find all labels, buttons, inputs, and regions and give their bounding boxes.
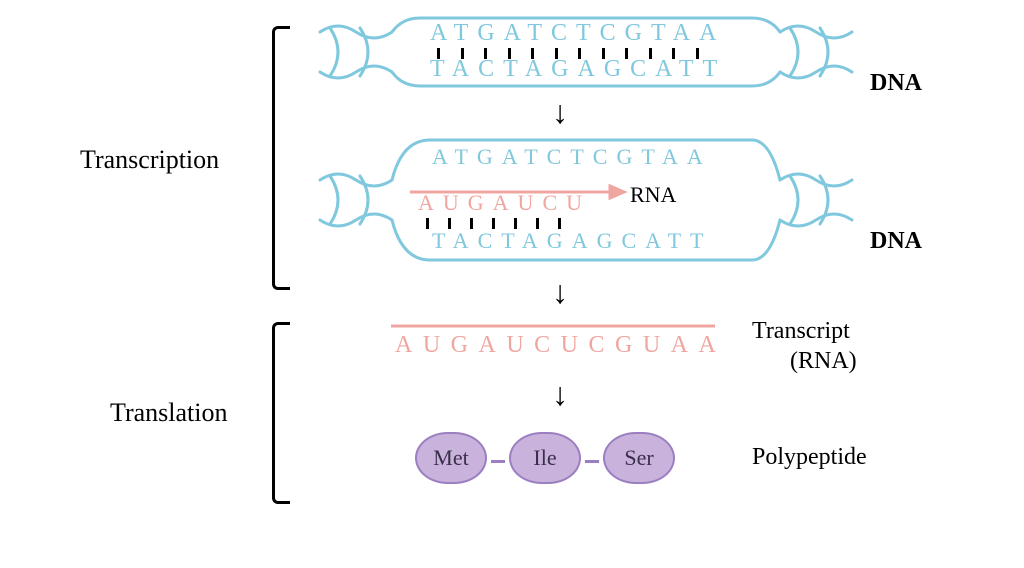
label-rna-inner: RNA	[630, 182, 676, 208]
arrow-2: ↓	[552, 274, 568, 311]
amino-link-1	[491, 460, 505, 463]
bracket-transcription	[272, 26, 290, 290]
amino-ser: Ser	[603, 432, 675, 484]
arrow-3: ↓	[552, 376, 568, 413]
dna1-bottom-seq: TACTAGAGCATT	[430, 56, 726, 83]
stage-dna-open-rna: ATGATCTCGTAA AUGAUCU RNA TACTAGAGCATT	[310, 130, 870, 270]
amino-met: Met	[415, 432, 487, 484]
dna1-top-seq: ATGATCTCGTAA	[430, 20, 725, 47]
stage-polypeptide: Met Ile Ser	[415, 432, 715, 492]
bracket-translation	[272, 322, 290, 504]
rna-transcript-seq: AUGAUCUCGUAA	[395, 332, 726, 359]
dna2-bottom-seq: TACTAGAGCATT	[432, 228, 712, 254]
amino-link-2	[585, 460, 599, 463]
stage-dna-closed: ATGATCTCGTAA TACTAGAGCATT	[310, 10, 870, 95]
dna2-rna-seq: AUGAUCU	[418, 190, 591, 216]
stage-rna-transcript: AUGAUCUCGUAA	[385, 320, 725, 370]
label-dna-2: DNA	[870, 228, 922, 255]
dna2-top-seq: ATGATCTCGTAA	[432, 144, 712, 170]
label-transcript-2: (RNA)	[790, 348, 857, 375]
label-transcription: Transcription	[80, 145, 219, 175]
label-translation: Translation	[110, 398, 228, 428]
label-transcript-1: Transcript	[752, 318, 850, 345]
rna-line	[385, 320, 725, 332]
label-polypeptide: Polypeptide	[752, 444, 867, 471]
arrow-1: ↓	[552, 94, 568, 131]
label-dna-1: DNA	[870, 70, 922, 97]
amino-ile: Ile	[509, 432, 581, 484]
